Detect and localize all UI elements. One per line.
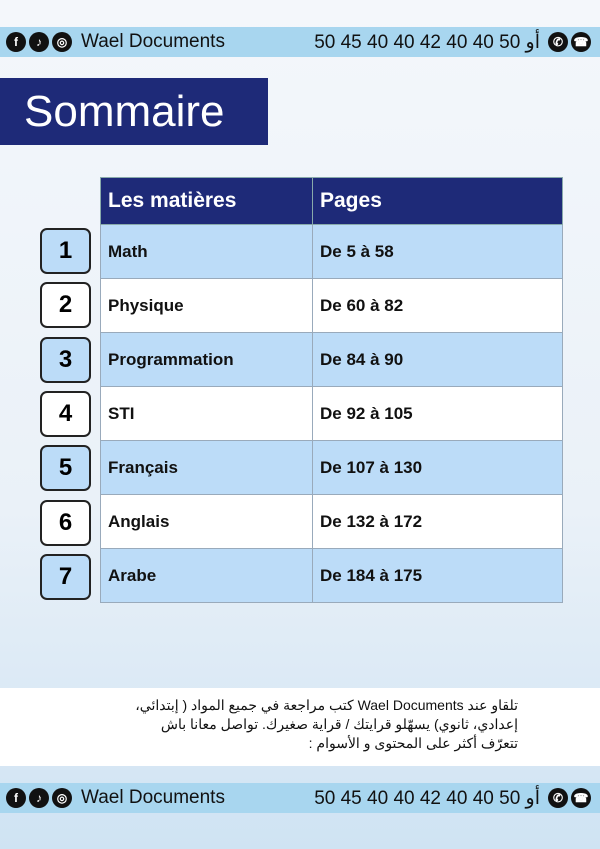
pages-cell: De 92 à 105	[312, 386, 563, 441]
row-number: 1	[40, 228, 91, 274]
table-row: Anglais De 132 à 172	[100, 494, 563, 549]
subject-cell: Programmation	[100, 332, 313, 387]
phone-numbers: 50 45 40 40 أو 50 40 40 42	[314, 31, 540, 53]
pages-cell: De 132 à 172	[312, 494, 563, 549]
subject-cell: Anglais	[100, 494, 313, 549]
footer-line: إعدادي، ثانوي) يسهّلو قرايتك / قراية صغي…	[160, 716, 518, 732]
brand-name: Wael Documents	[81, 787, 225, 808]
row-number: 4	[40, 390, 91, 437]
subject-cell: Arabe	[100, 548, 313, 603]
row-number: 6	[40, 499, 91, 546]
facebook-icon[interactable]: f	[6, 32, 26, 52]
row-number: 7	[40, 553, 91, 600]
phone-icon[interactable]: ☎	[571, 788, 591, 808]
pages-cell: De 84 à 90	[312, 332, 563, 387]
footer-line: تلقاو عند Wael Documents كتب مراجعة في ج…	[135, 697, 518, 713]
footer-line: تتعرّف أكثر على المحتوى و الأسوام :	[308, 735, 518, 751]
table-row: STI De 92 à 105	[100, 386, 563, 441]
header-subjects: Les matières	[100, 177, 313, 225]
pages-cell: De 184 à 175	[312, 548, 563, 603]
whatsapp-icon[interactable]: ✆	[548, 32, 568, 52]
phone-numbers: 50 45 40 40 أو 50 40 40 42	[314, 787, 540, 809]
footer-text: تلقاو عند Wael Documents كتب مراجعة في ج…	[0, 688, 600, 766]
contact-bar-top: f ♪ ◎ Wael Documents 50 45 40 40 أو 50 40 …	[0, 27, 600, 57]
subject-cell: Physique	[100, 278, 313, 333]
pages-cell: De 5 à 58	[312, 224, 563, 279]
subject-cell: Math	[100, 224, 313, 279]
instagram-icon[interactable]: ◎	[52, 32, 72, 52]
table-row: Math De 5 à 58	[100, 224, 563, 279]
facebook-icon[interactable]: f	[6, 788, 26, 808]
table-row: Programmation De 84 à 90	[100, 332, 563, 387]
header-pages: Pages	[312, 177, 563, 225]
summary-table: Les matières Pages Math De 5 à 58 Physique D…	[100, 177, 563, 603]
row-number: 5	[40, 445, 91, 492]
table-row: Physique De 60 à 82	[100, 278, 563, 333]
phone-icon[interactable]: ☎	[571, 32, 591, 52]
instagram-icon[interactable]: ◎	[52, 788, 72, 808]
whatsapp-icon[interactable]: ✆	[548, 788, 568, 808]
tiktok-icon[interactable]: ♪	[29, 32, 49, 52]
page-title: Sommaire	[0, 78, 268, 145]
row-number: 3	[40, 336, 91, 383]
table-row: Arabe De 184 à 175	[100, 548, 563, 603]
contact-bar-bottom: f ♪ ◎ Wael Documents 50 45 40 40 أو 50 40 …	[0, 783, 600, 813]
subject-cell: STI	[100, 386, 313, 441]
brand-name: Wael Documents	[81, 31, 225, 52]
subject-cell: Français	[100, 440, 313, 495]
table-row: Français De 107 à 130	[100, 440, 563, 495]
pages-cell: De 107 à 130	[312, 440, 563, 495]
row-number: 2	[40, 282, 91, 329]
pages-cell: De 60 à 82	[312, 278, 563, 333]
tiktok-icon[interactable]: ♪	[29, 788, 49, 808]
